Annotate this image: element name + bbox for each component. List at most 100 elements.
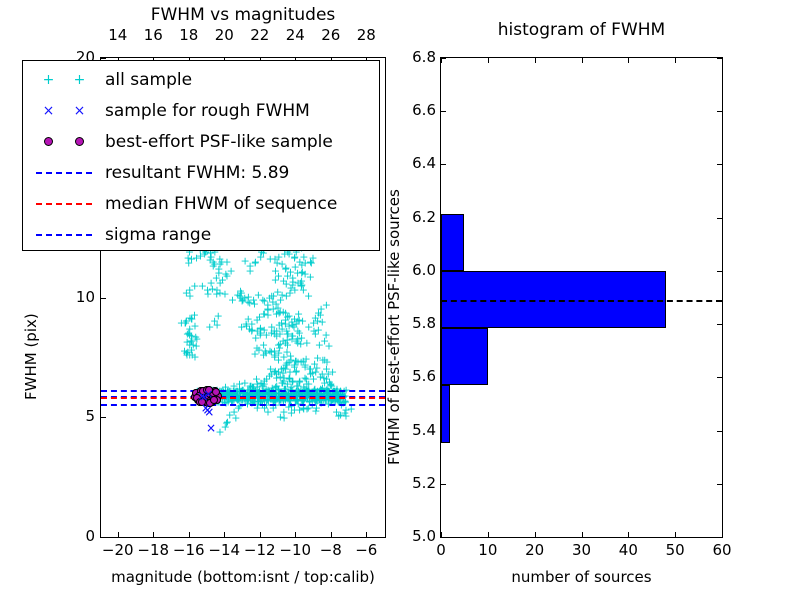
scatter-point: + bbox=[222, 255, 232, 269]
scatter-point: + bbox=[336, 408, 346, 422]
scatter-point: + bbox=[188, 338, 198, 352]
legend-item[interactable]: × × sample for rough FWHM bbox=[23, 95, 379, 126]
scatter-point: + bbox=[180, 316, 190, 330]
axis-tick bbox=[581, 58, 583, 63]
axis-tick bbox=[487, 532, 489, 537]
scatter-point: + bbox=[326, 377, 336, 391]
legend-item[interactable]: resultant FWHM: 5.89 bbox=[23, 157, 379, 188]
scatter-point: + bbox=[252, 313, 262, 327]
scatter-point: + bbox=[295, 255, 305, 269]
scatter-point: + bbox=[266, 326, 276, 340]
legend-symbol bbox=[23, 137, 105, 146]
scatter-point: + bbox=[281, 261, 291, 275]
scatter-point: + bbox=[213, 309, 223, 323]
scatter-point: + bbox=[243, 290, 254, 304]
scatter-point: + bbox=[187, 334, 197, 348]
scatter-point: + bbox=[259, 323, 269, 337]
scatter-point: + bbox=[331, 405, 342, 419]
scatter-point: + bbox=[320, 334, 330, 348]
axis-tick bbox=[188, 532, 190, 537]
reference-line bbox=[101, 396, 385, 399]
scatter-point: + bbox=[323, 367, 333, 381]
legend-symbol: × × bbox=[23, 104, 105, 118]
scatter-point: + bbox=[275, 410, 285, 424]
scatter-point: + bbox=[259, 294, 269, 308]
axis-tick-label: 10 bbox=[478, 541, 498, 559]
scatter-point: + bbox=[320, 376, 330, 390]
scatter-point: + bbox=[274, 306, 284, 320]
scatter-point: + bbox=[274, 250, 284, 264]
scatter-point: + bbox=[281, 358, 291, 371]
scatter-point: + bbox=[341, 409, 351, 423]
scatter-point: + bbox=[203, 287, 213, 301]
scatter-point: + bbox=[293, 355, 303, 369]
scatter-point: + bbox=[298, 283, 308, 297]
histogram-bar bbox=[441, 213, 465, 271]
scatter-point: + bbox=[179, 344, 190, 358]
scatter-point: + bbox=[266, 345, 276, 359]
axis-tick-label: 50 bbox=[665, 541, 685, 559]
scatter-point: + bbox=[226, 264, 236, 278]
scatter-point: + bbox=[282, 356, 292, 370]
scatter-point: + bbox=[221, 416, 232, 430]
scatter-point: + bbox=[192, 332, 202, 346]
cross-marker-icon: × bbox=[73, 102, 86, 119]
scatter-point: + bbox=[311, 404, 321, 418]
scatter-point: + bbox=[294, 313, 304, 327]
scatter-point: + bbox=[308, 251, 318, 265]
scatter-point: + bbox=[183, 345, 193, 359]
scatter-point: + bbox=[314, 338, 324, 352]
scatter-point: + bbox=[282, 310, 292, 324]
scatter-point: + bbox=[268, 302, 278, 316]
legend-item[interactable]: median FHWM of sequence bbox=[23, 188, 379, 219]
scatter-point: + bbox=[289, 312, 300, 326]
scatter-point: + bbox=[318, 353, 328, 367]
plus-marker-icon: + bbox=[42, 71, 55, 88]
axis-tick-label: 5.8 bbox=[412, 314, 436, 333]
scatter-point: + bbox=[278, 366, 288, 380]
scatter-point: + bbox=[217, 255, 227, 269]
scatter-point: + bbox=[287, 315, 297, 329]
scatter-point: + bbox=[310, 311, 321, 325]
scatter-point: + bbox=[315, 370, 325, 384]
scatter-point: + bbox=[294, 375, 304, 389]
axis-tick bbox=[717, 164, 722, 166]
legend-item[interactable]: + + all sample bbox=[23, 64, 379, 95]
legend-item[interactable]: best-effort PSF-like sample bbox=[23, 126, 379, 157]
dashed-line-icon bbox=[36, 202, 92, 205]
scatter-point: + bbox=[263, 302, 273, 316]
axis-tick-label: −6 bbox=[355, 541, 378, 559]
axis-tick bbox=[717, 377, 722, 379]
scatter-point: + bbox=[277, 376, 288, 389]
scatter-point: + bbox=[275, 293, 286, 307]
scatter-point: + bbox=[290, 250, 300, 264]
axis-tick bbox=[224, 532, 226, 537]
scatter-point: + bbox=[268, 295, 278, 309]
scatter-point: + bbox=[290, 260, 300, 274]
scatter-point: + bbox=[279, 350, 289, 364]
scatter-point: + bbox=[295, 374, 305, 388]
axis-tick-label: 6.8 bbox=[412, 48, 436, 66]
scatter-point: × bbox=[206, 421, 217, 436]
scatter-point: + bbox=[215, 286, 225, 300]
scatter-point: + bbox=[289, 358, 300, 372]
scatter-point: + bbox=[275, 327, 285, 341]
scatter-point: + bbox=[211, 271, 221, 285]
scatter-point: + bbox=[271, 367, 281, 381]
scatter-point: + bbox=[258, 293, 268, 307]
scatter-point: + bbox=[296, 279, 306, 293]
scatter-point: + bbox=[277, 322, 287, 336]
scatter-point: + bbox=[286, 353, 296, 367]
reference-line bbox=[101, 389, 385, 392]
scatter-point: + bbox=[317, 367, 327, 381]
scatter-point: + bbox=[181, 314, 191, 328]
scatter-point: + bbox=[285, 365, 295, 379]
scatter-point: + bbox=[185, 322, 195, 336]
legend-item[interactable]: sigma range bbox=[23, 219, 379, 250]
scatter-point: + bbox=[208, 255, 218, 269]
axis-tick bbox=[717, 270, 722, 272]
scatter-point: + bbox=[293, 314, 303, 328]
scatter-point: + bbox=[307, 366, 317, 380]
scatter-point: + bbox=[187, 312, 197, 326]
scatter-point: + bbox=[205, 253, 215, 267]
